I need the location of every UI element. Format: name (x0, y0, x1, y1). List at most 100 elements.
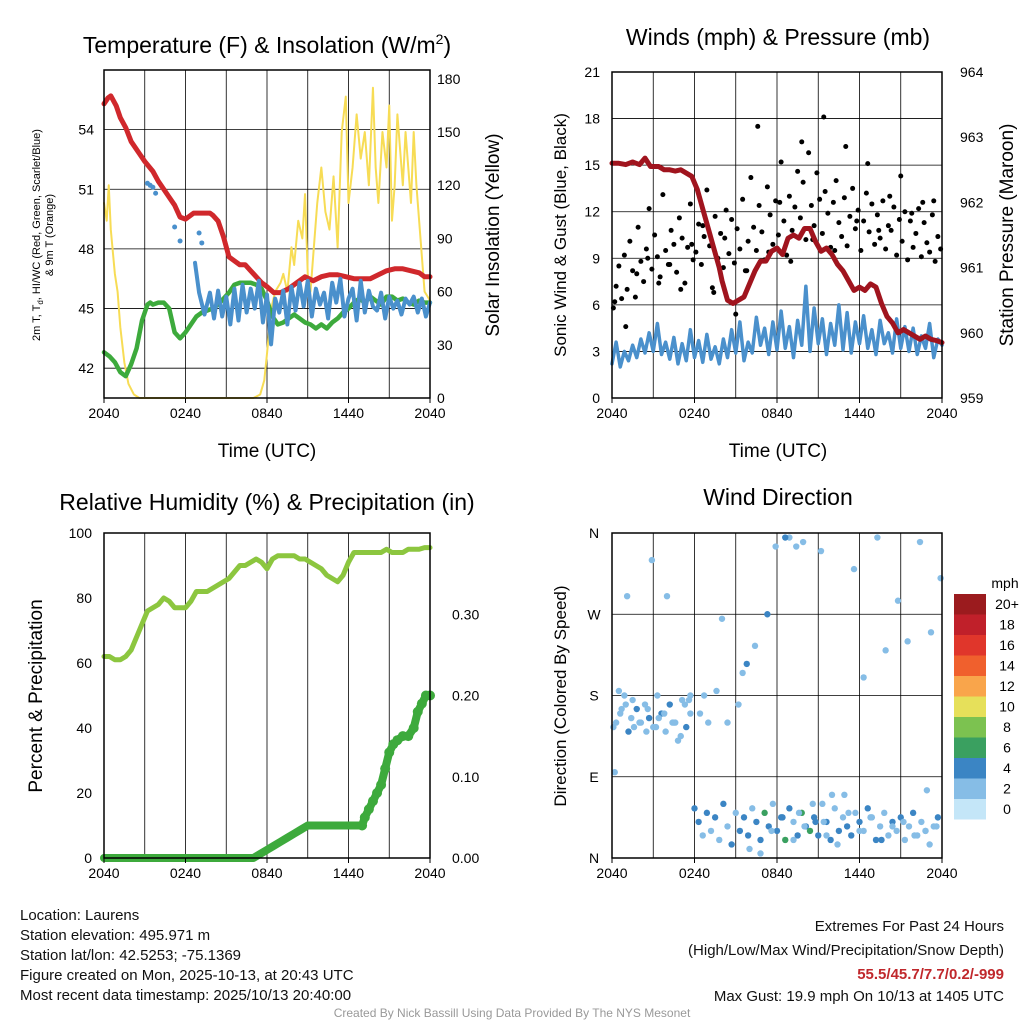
dir-point-57 (843, 823, 851, 830)
dir-point-36 (757, 836, 764, 844)
rh-precip-point-22 (372, 788, 383, 798)
dir-point-75 (918, 818, 925, 826)
dir-point-98 (779, 814, 786, 821)
temp-y2tick-2: 60 (437, 284, 453, 300)
wind-gust-point-61 (778, 159, 784, 165)
wind-gust-point-54 (759, 229, 765, 235)
extremes-subtitle: (High/Low/Max Wind/Precipitation/Snow De… (688, 942, 1004, 959)
wind-gust-point-80 (830, 199, 836, 205)
dir-point-112 (933, 823, 940, 830)
dir-point-68 (889, 818, 896, 826)
dir-point-80 (615, 687, 623, 695)
dir-xtick-label-4: 2040 (926, 865, 957, 881)
wind-ytick-4: 12 (584, 204, 600, 220)
dir-point-148 (894, 597, 902, 604)
dir-point-109 (900, 818, 907, 826)
wind-y2tick-3: 962 (960, 194, 984, 210)
wind-gust-point-33 (701, 234, 707, 240)
dir-point-26 (716, 836, 723, 844)
dir-point-96 (757, 850, 764, 857)
dir-point-56 (839, 814, 847, 821)
dir-xtick-label-2: 0840 (761, 865, 792, 881)
wind-gust-point-29 (690, 257, 696, 263)
wind-gust-point-126 (678, 286, 684, 292)
wind-gust-point-36 (709, 285, 715, 291)
wind-gust-point-108 (907, 218, 913, 224)
wind-gust-point-30 (693, 249, 699, 255)
temp-windchill-point-3 (153, 190, 159, 196)
dir-point-59 (852, 809, 859, 817)
colorbar-label-4: 12 (999, 678, 1015, 694)
dir-point-71 (901, 836, 909, 844)
wind-gust-point-97 (877, 235, 883, 241)
wind-y2tick-4: 963 (960, 129, 984, 145)
dir-point-88 (677, 732, 684, 740)
wind-gust-point-40 (720, 265, 726, 271)
dir-point-116 (655, 714, 662, 722)
dir-ytick-1: E (589, 769, 598, 785)
wind-gust-point-120 (612, 299, 618, 305)
wind-ytick-7: 21 (584, 64, 600, 80)
temp-y2tick-3: 90 (437, 230, 453, 246)
wind-gust-point-1 (613, 283, 619, 289)
dir-point-118 (681, 701, 689, 708)
dir-point-93 (724, 719, 731, 726)
wind-gust-point-114 (924, 240, 930, 246)
dir-point-102 (823, 832, 830, 839)
dir-point-142 (782, 534, 789, 541)
wind-gust-point-90 (858, 248, 864, 254)
wind-gust-point-23 (674, 269, 680, 275)
colorbar-label-7: 6 (1003, 740, 1011, 756)
credit-line: Created By Nick Bassill Using Data Provi… (333, 1006, 691, 1020)
max-gust: Max Gust: 19.9 mph On 10/13 at 1405 UTC (713, 988, 1004, 1005)
dir-point-73 (909, 809, 917, 817)
dir-point-146 (850, 565, 858, 573)
dir-point-108 (889, 823, 896, 830)
dir-point-105 (856, 827, 863, 835)
dir-point-18 (683, 723, 690, 731)
dir-point-51 (819, 800, 826, 808)
dir-point-72 (905, 823, 913, 830)
wind-gust-point-85 (844, 243, 850, 249)
colorbar-label-6: 8 (1003, 719, 1011, 735)
wind-y2tick-5: 964 (960, 64, 984, 80)
colorbar-label-5: 10 (999, 699, 1015, 715)
wind-gust-point-25 (679, 235, 685, 241)
wind-gust-point-34 (704, 187, 710, 193)
wind-gust-point-105 (899, 238, 905, 244)
colorbar-label-3: 14 (999, 658, 1015, 674)
wind-gust-point-70 (803, 237, 809, 243)
wind-ytick-2: 6 (592, 297, 600, 313)
wind-gust-point-95 (872, 241, 878, 247)
wind-gust-point-67 (795, 168, 801, 174)
info-elevation: Station elevation: 495.971 m (20, 927, 211, 944)
dir-point-39 (769, 800, 777, 808)
dir-point-120 (718, 615, 726, 622)
wind-gust-point-87 (850, 185, 856, 191)
wind-gust-point-65 (789, 227, 795, 233)
wind-gust-point-50 (748, 175, 754, 181)
colorbar-swatch-10 (954, 799, 986, 820)
rh-y2tick-1: 0.10 (452, 769, 479, 785)
dir-point-104 (845, 809, 852, 817)
dir-point-23 (703, 809, 711, 817)
wind-gust-point-75 (817, 196, 823, 202)
wind-gust-point-142 (854, 218, 860, 224)
temp-windchill-point-4 (172, 224, 178, 230)
dir-point-54 (831, 805, 838, 812)
info-latlon: Station lat/lon: 42.5253; -75.1369 (20, 947, 242, 964)
wind-gust-point-115 (927, 249, 933, 255)
wind-ytick-6: 18 (584, 111, 600, 127)
colorbar-label-2: 16 (999, 637, 1015, 653)
wind-gust-point-143 (865, 161, 871, 167)
wind-gust-point-24 (676, 215, 682, 221)
wind-gust-point-5 (624, 286, 630, 292)
temp-ytick-0: 42 (78, 360, 94, 376)
wind-gust-point-140 (832, 248, 838, 254)
dir-point-99 (790, 836, 797, 844)
wind-gust-point-62 (781, 218, 787, 224)
dir-point-20 (691, 805, 698, 812)
rh-xtick-label-1: 0240 (170, 865, 201, 881)
temp-y2tick-4: 120 (437, 177, 461, 193)
temp-title: Temperature (F) & Insolation (W/m2) (83, 31, 451, 58)
